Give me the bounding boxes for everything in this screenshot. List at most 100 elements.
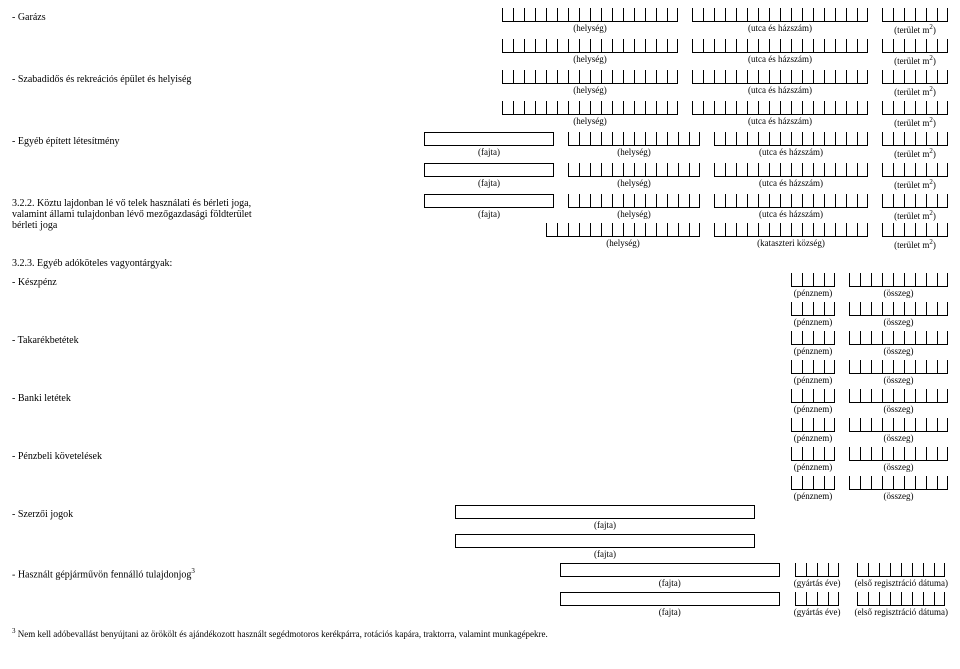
field-helyseg[interactable]: (helység) [568,132,700,159]
field-terulet[interactable]: (terület m2) [882,132,948,159]
label-egyeb-adokoteles: 3.2.3. Egyéb adóköteles vagyontárgyak: [12,254,262,269]
field-fajta[interactable]: (fajta) [424,132,554,159]
caption-terulet: (terület m2) [894,85,936,97]
field-regisztracio[interactable]: (első regisztráció dátuma) [855,563,948,588]
label-keszpenz: - Készpénz [12,273,262,288]
cell-group [568,194,700,208]
cell-group [791,331,835,345]
field-fajta[interactable]: (fajta) [424,163,554,190]
field-penznem[interactable]: (pénznem) [791,476,835,501]
field-osszeg[interactable]: (összeg) [849,418,948,443]
field-utca[interactable]: (utca és házszám) [714,194,868,221]
field-helyseg[interactable]: (helység) [568,163,700,190]
cell-group [714,223,868,237]
field-helyseg[interactable]: (helység) [502,8,678,35]
cell-group [692,8,868,22]
cell-group [568,132,700,146]
caption-osszeg: (összeg) [884,288,914,298]
field-terulet[interactable]: (terület m2) [882,101,948,128]
cell-group [692,101,868,115]
cell-group [791,302,835,316]
field-osszeg[interactable]: (összeg) [849,302,948,327]
caption-helyseg: (helység) [573,23,607,33]
caption-osszeg: (összeg) [884,462,914,472]
field-penznem[interactable]: (pénznem) [791,273,835,298]
field-osszeg[interactable]: (összeg) [849,476,948,501]
field-osszeg[interactable]: (összeg) [849,331,948,356]
field-helyseg[interactable]: (helység) [502,70,678,97]
caption-gyartas: (gyártás éve) [794,607,841,617]
field-terulet[interactable]: (terület m2) [882,39,948,66]
field-penznem[interactable]: (pénznem) [791,302,835,327]
cell-group [791,418,835,432]
caption-helyseg: (helység) [573,116,607,126]
caption-fajta: (fajta) [659,607,681,617]
cell-group [849,418,948,432]
caption-penznem: (pénznem) [794,433,832,443]
cell-group [849,360,948,374]
field-utca[interactable]: (utca és házszám) [714,163,868,190]
field-helyseg[interactable]: (helység) [546,223,700,250]
caption-penznem: (pénznem) [794,462,832,472]
field-utca[interactable]: (utca és házszám) [692,101,868,128]
field-fajta[interactable]: (fajta) [560,592,780,617]
field-fajta[interactable]: (fajta) [455,534,755,559]
caption-utca: (utca és házszám) [748,85,812,95]
label-szerzoi: - Szerzői jogok [12,505,262,520]
cell-group [791,389,835,403]
field-regisztracio[interactable]: (első regisztráció dátuma) [855,592,948,617]
field-fajta[interactable]: (fajta) [424,194,554,221]
field-terulet[interactable]: (terület m2) [882,70,948,97]
field-gyartas[interactable]: (gyártás éve) [794,563,841,588]
cell-group [714,194,868,208]
caption-fajta: (fajta) [594,549,616,559]
caption-osszeg: (összeg) [884,491,914,501]
field-penznem[interactable]: (pénznem) [791,360,835,385]
field-osszeg[interactable]: (összeg) [849,360,948,385]
field-penznem[interactable]: (pénznem) [791,389,835,414]
caption-penznem: (pénznem) [794,375,832,385]
field-penznem[interactable]: (pénznem) [791,447,835,472]
caption-helyseg: (helység) [573,85,607,95]
field-utca[interactable]: (utca és házszám) [692,70,868,97]
field-utca[interactable]: (utca és házszám) [714,132,868,159]
field-terulet[interactable]: (terület m2) [882,194,948,221]
caption-gyartas: (gyártás éve) [794,578,841,588]
cell-group [791,476,835,490]
cell-group [882,163,948,177]
field-fajta[interactable]: (fajta) [455,505,755,530]
field-kataszteri[interactable]: (kataszteri község) [714,223,868,250]
field-helyseg[interactable]: (helység) [502,101,678,128]
field-fajta[interactable]: (fajta) [560,563,780,588]
field-osszeg[interactable]: (összeg) [849,447,948,472]
cell-group [882,101,948,115]
caption-fajta: (fajta) [478,147,500,157]
field-terulet[interactable]: (terület m2) [882,163,948,190]
field-terulet[interactable]: (terület m2) [882,8,948,35]
field-utca[interactable]: (utca és házszám) [692,8,868,35]
field-terulet[interactable]: (terület m2) [882,223,948,250]
caption-penznem: (pénznem) [794,491,832,501]
caption-osszeg: (összeg) [884,346,914,356]
cell-group [882,194,948,208]
caption-terulet: (terület m2) [894,238,936,250]
caption-osszeg: (összeg) [884,317,914,327]
caption-osszeg: (összeg) [884,433,914,443]
footnote: 3 Nem kell adóbevallást benyújtani az ör… [12,627,948,639]
field-helyseg[interactable]: (helység) [502,39,678,66]
field-osszeg[interactable]: (összeg) [849,389,948,414]
caption-terulet: (terület m2) [894,209,936,221]
solidbox [455,505,755,519]
caption-penznem: (pénznem) [794,317,832,327]
label-penzbeli: - Pénzbeli követelések [12,447,262,462]
field-utca[interactable]: (utca és házszám) [692,39,868,66]
cell-group [849,447,948,461]
cell-group [857,592,945,606]
cell-group [795,592,839,606]
field-penznem[interactable]: (pénznem) [791,331,835,356]
field-helyseg[interactable]: (helység) [568,194,700,221]
field-gyartas[interactable]: (gyártás éve) [794,592,841,617]
field-osszeg[interactable]: (összeg) [849,273,948,298]
field-penznem[interactable]: (pénznem) [791,418,835,443]
solidbox [560,592,780,606]
